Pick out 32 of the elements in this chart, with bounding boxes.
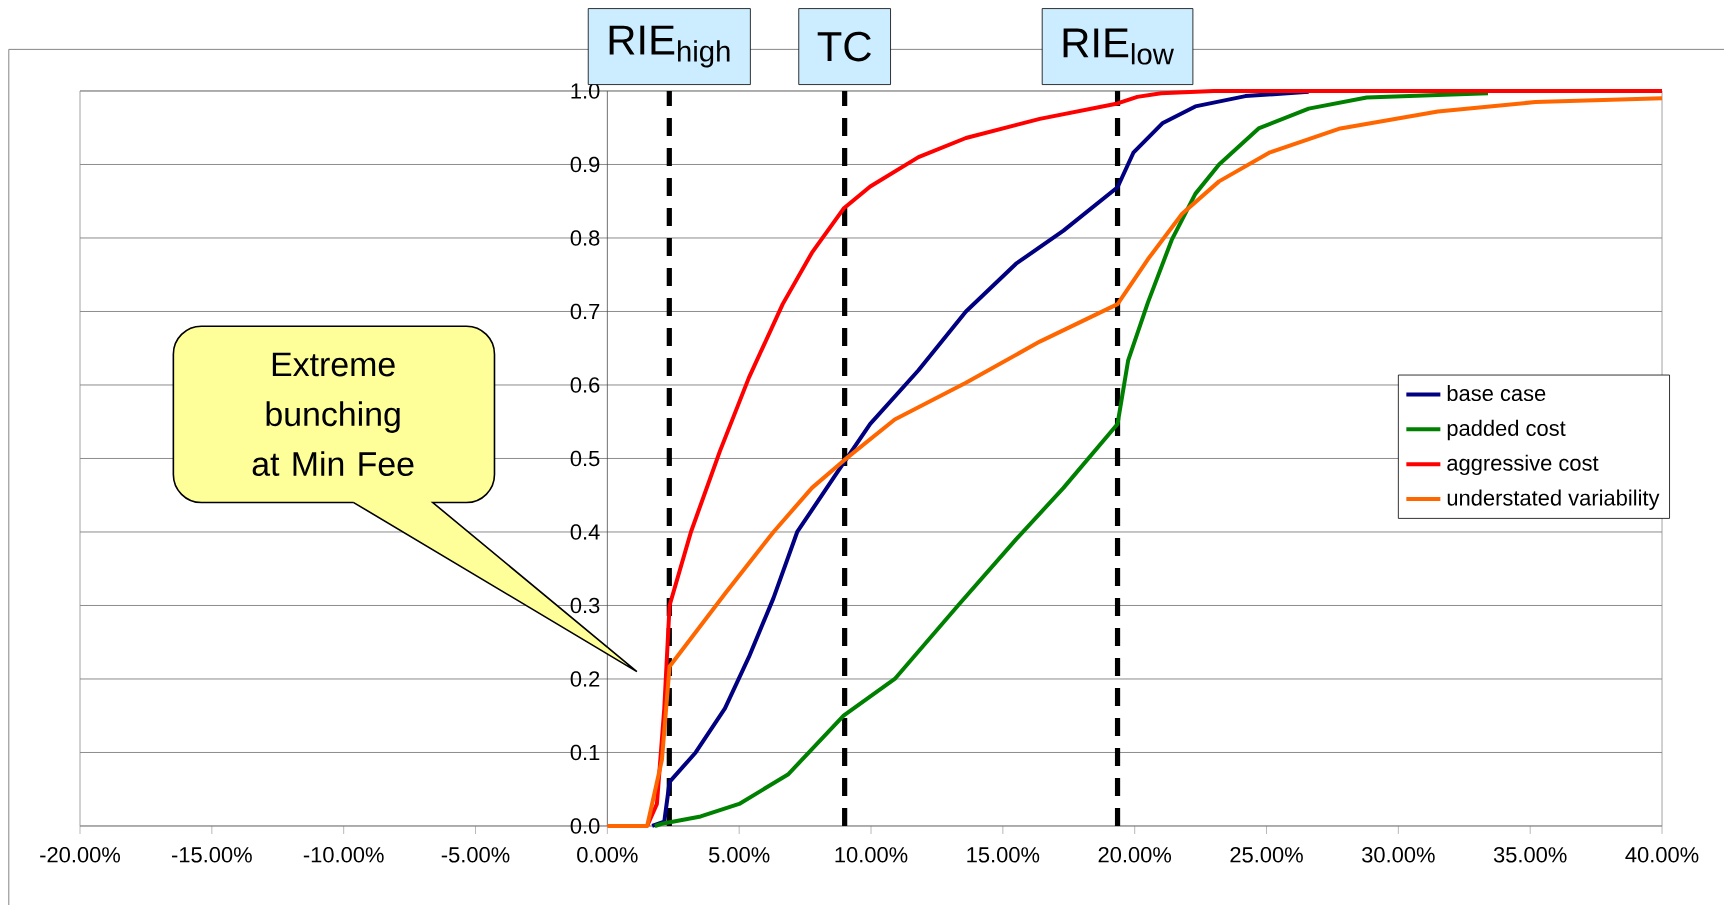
y-tick-label: 0.9 bbox=[570, 156, 600, 173]
x-tick-label: -10.00% bbox=[303, 847, 384, 863]
x-tick-label: -5.00% bbox=[441, 847, 510, 863]
x-tick-label: 10.00% bbox=[835, 847, 908, 863]
x-tick-label: 35.00% bbox=[1493, 847, 1567, 863]
y-tick-label: 0.4 bbox=[570, 524, 600, 540]
y-tick-label: 1.0 bbox=[571, 83, 600, 99]
x-tick-label: -15.00% bbox=[171, 847, 252, 863]
legend-label: understated variability bbox=[1447, 489, 1660, 510]
x-tick-label: 5.00% bbox=[708, 847, 770, 863]
x-tick-label: 40.00% bbox=[1625, 847, 1699, 863]
x-tick-label: 25.00% bbox=[1230, 847, 1303, 863]
legend-label: aggressive cost bbox=[1447, 454, 1599, 476]
y-tick-label: 0.3 bbox=[570, 597, 600, 614]
ref-line-label: TC bbox=[817, 31, 871, 62]
x-tick-label: 30.00% bbox=[1362, 847, 1435, 863]
y-tick-label: 0.0 bbox=[570, 818, 600, 834]
ref-line-label: RIE$_{high}$ bbox=[609, 25, 730, 68]
y-tick-label: 0.5 bbox=[570, 450, 600, 467]
y-tick-label: 0.1 bbox=[570, 744, 600, 761]
y-tick-label: 0.8 bbox=[570, 230, 600, 246]
legend-label: base case bbox=[1447, 385, 1546, 402]
y-tick-label: 0.2 bbox=[570, 671, 600, 687]
y-tick-label: 0.7 bbox=[570, 303, 600, 320]
legend-label: padded cost bbox=[1447, 419, 1566, 441]
x-tick-label: -20.00% bbox=[40, 847, 121, 863]
annotation: Extreme bunching at Min Fee bbox=[252, 352, 414, 477]
x-tick-label: 20.00% bbox=[1098, 847, 1172, 863]
x-tick-label: 0.00% bbox=[577, 847, 638, 863]
y-tick-label: 0.6 bbox=[570, 377, 600, 393]
x-tick-label: 15.00% bbox=[967, 847, 1040, 863]
ref-line-label: RIE$_{low}$ bbox=[1063, 28, 1174, 65]
